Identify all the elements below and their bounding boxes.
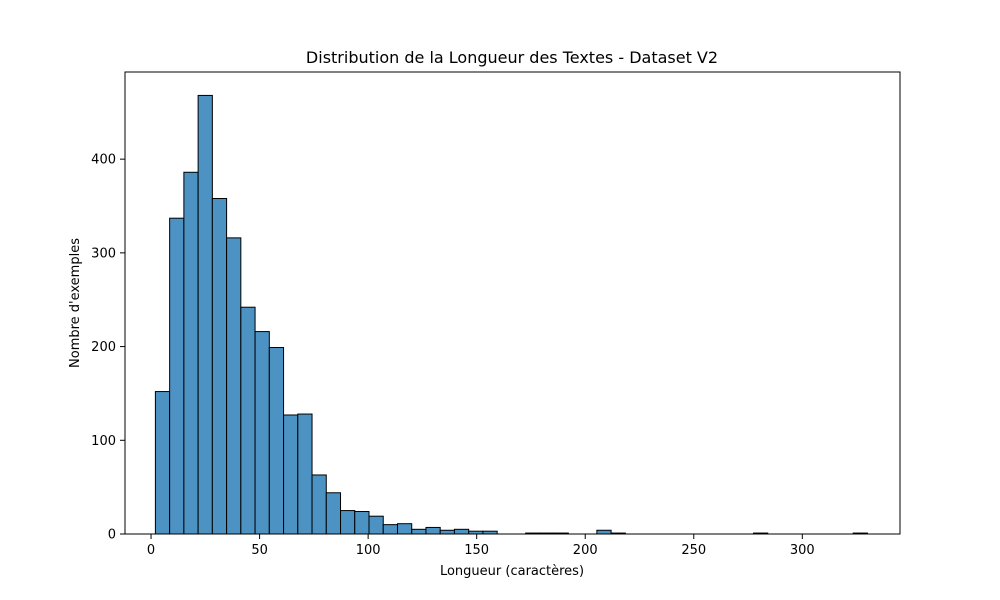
y-tick-label: 400 (91, 153, 116, 168)
histogram-bar (226, 237, 242, 535)
y-tick-label: 300 (91, 246, 116, 261)
histogram-bar (197, 94, 213, 535)
histogram-bar (340, 510, 356, 535)
y-tick-label: 200 (91, 340, 116, 355)
histogram-bar (268, 347, 285, 535)
x-tick-label: 150 (464, 543, 489, 558)
histogram-bar (169, 217, 185, 535)
histogram-bar (396, 523, 413, 535)
histogram-bar (311, 474, 327, 535)
histogram-bar (283, 414, 299, 535)
y-tick-label: 100 (91, 434, 116, 449)
histogram-bar (382, 524, 398, 535)
y-axis-ticks: 0 100 200 300 400 (91, 153, 125, 543)
histogram-bar (411, 528, 427, 535)
x-tick-label: 250 (681, 543, 706, 558)
histogram-bar (154, 391, 171, 535)
histogram-bar (596, 529, 612, 535)
histogram-bar (211, 198, 228, 535)
histogram-bar (439, 529, 455, 535)
x-axis-ticks: 0 50 100 150 200 250 300 (147, 534, 815, 558)
bars-group (154, 94, 868, 535)
chart-title: Distribution de la Longueur des Textes -… (306, 48, 718, 67)
histogram-bar (453, 528, 470, 535)
histogram-bar (183, 171, 199, 535)
x-tick-label: 50 (251, 543, 268, 558)
plot-frame (124, 71, 901, 535)
histogram-bar (354, 511, 370, 535)
histogram-bar (325, 492, 342, 535)
x-tick-label: 0 (147, 543, 155, 558)
x-tick-label: 300 (790, 543, 815, 558)
y-axis-label: Nombre d'exemples (68, 238, 83, 368)
x-tick-label: 200 (573, 543, 598, 558)
x-tick-label: 100 (356, 543, 381, 558)
histogram-bar (240, 306, 256, 535)
x-axis-label: Longueur (caractères) (440, 564, 584, 579)
histogram-bar (297, 413, 313, 535)
histogram-bar (368, 515, 384, 535)
histogram-bar (425, 526, 441, 535)
histogram-bar (254, 331, 270, 535)
y-tick-label: 0 (108, 528, 116, 543)
